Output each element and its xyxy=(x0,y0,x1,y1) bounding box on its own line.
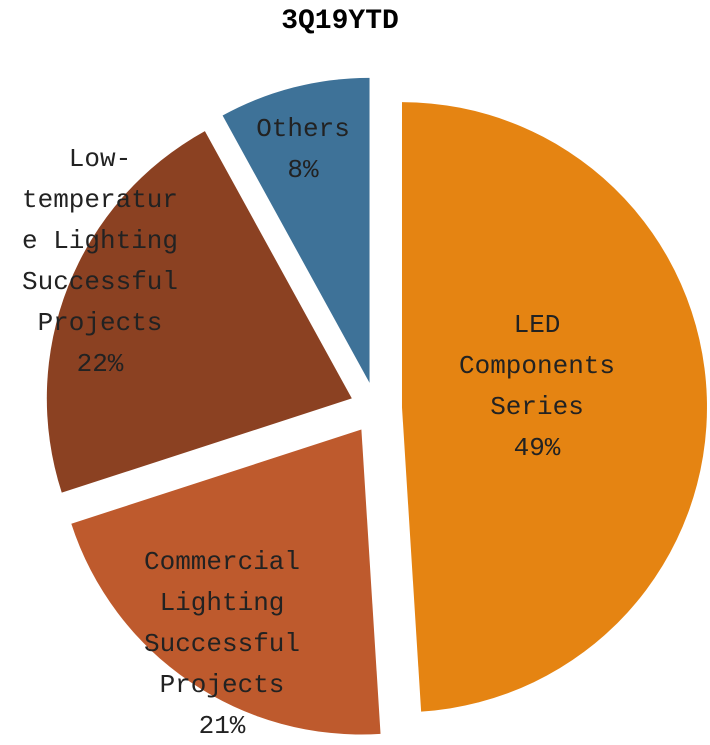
chart-title: 3Q19YTD xyxy=(281,6,399,37)
value-label: 8% xyxy=(287,155,319,185)
pie-slice xyxy=(46,131,352,493)
pie-slice xyxy=(222,77,370,383)
category-label: Commercial Lighting Successful Projects xyxy=(143,547,301,700)
slice-label: Others 8% xyxy=(221,109,386,191)
slice-label: Commercial Lighting Successful Projects 2… xyxy=(140,542,305,745)
category-label: LED Components Series xyxy=(458,310,616,422)
value-label: 22% xyxy=(76,349,124,379)
pie-slice xyxy=(401,102,707,712)
pie-slice xyxy=(71,429,381,735)
category-label: Low-temperature Lighting Successful Proj… xyxy=(21,144,179,338)
category-label: Others xyxy=(256,114,350,144)
value-label: 49% xyxy=(513,433,561,463)
slice-label: LED Components Series 49% xyxy=(455,305,620,469)
slice-label: Low-temperature Lighting Successful Proj… xyxy=(18,139,183,385)
value-label: 21% xyxy=(198,711,246,741)
